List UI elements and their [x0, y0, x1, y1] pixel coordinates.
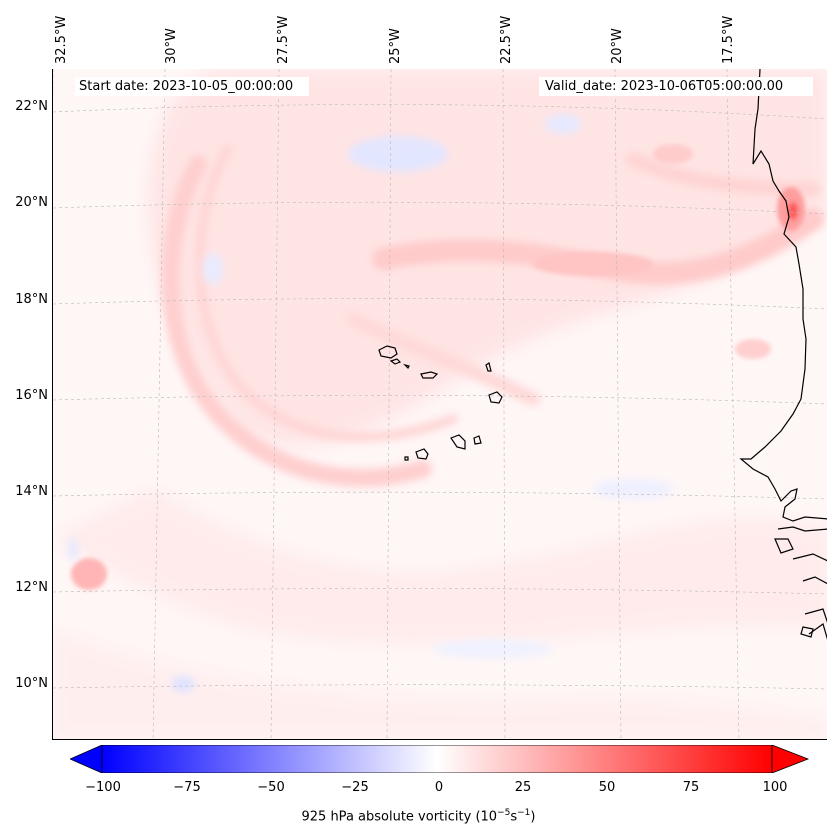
colorbar-title-text: 925 hPa absolute vorticity (10: [301, 809, 498, 825]
lat-label-10n: 10°N: [15, 676, 48, 691]
lat-label-18n: 18°N: [15, 292, 48, 307]
cbar-tick: 0: [434, 780, 444, 795]
colorbar-title-exponent: −5: [497, 808, 511, 818]
cbar-tick: −75: [173, 780, 201, 795]
vorticity-map: [52, 69, 827, 740]
africa-coastline: [739, 69, 827, 640]
lat-label-22n: 22°N: [15, 99, 48, 114]
start-date-label: Start date: 2023-10-05_00:00:00: [75, 77, 309, 96]
cbar-tick: 100: [762, 780, 788, 795]
cbar-tick: 75: [682, 780, 700, 795]
lat-label-20n: 20°N: [15, 195, 48, 210]
vorticity-field: [53, 69, 827, 739]
cbar-tick: 25: [514, 780, 532, 795]
cbar-tick: −100: [85, 780, 121, 795]
colorbar-extend-max: [771, 745, 810, 773]
colorbar-title-exponent-2: −1: [517, 808, 531, 818]
lat-label-16n: 16°N: [15, 388, 48, 403]
lat-label-14n: 14°N: [15, 484, 48, 499]
colorbar-title-end: ): [530, 809, 536, 825]
colorbar-gradient: [101, 745, 773, 773]
valid-date-label: Valid_date: 2023-10-06T05:00:00.00: [539, 77, 813, 96]
cbar-tick: −25: [341, 780, 369, 795]
colorbar-title-unit: s: [510, 809, 518, 825]
colorbar-title: 925 hPa absolute vorticity (10−5s−1): [0, 808, 837, 824]
cape-verde-islands: [378, 345, 503, 461]
cbar-tick: −50: [257, 780, 285, 795]
colorbar: [70, 745, 810, 773]
lat-label-12n: 12°N: [15, 580, 48, 595]
cbar-tick: 50: [598, 780, 616, 795]
colorbar-extend-min: [70, 745, 103, 773]
